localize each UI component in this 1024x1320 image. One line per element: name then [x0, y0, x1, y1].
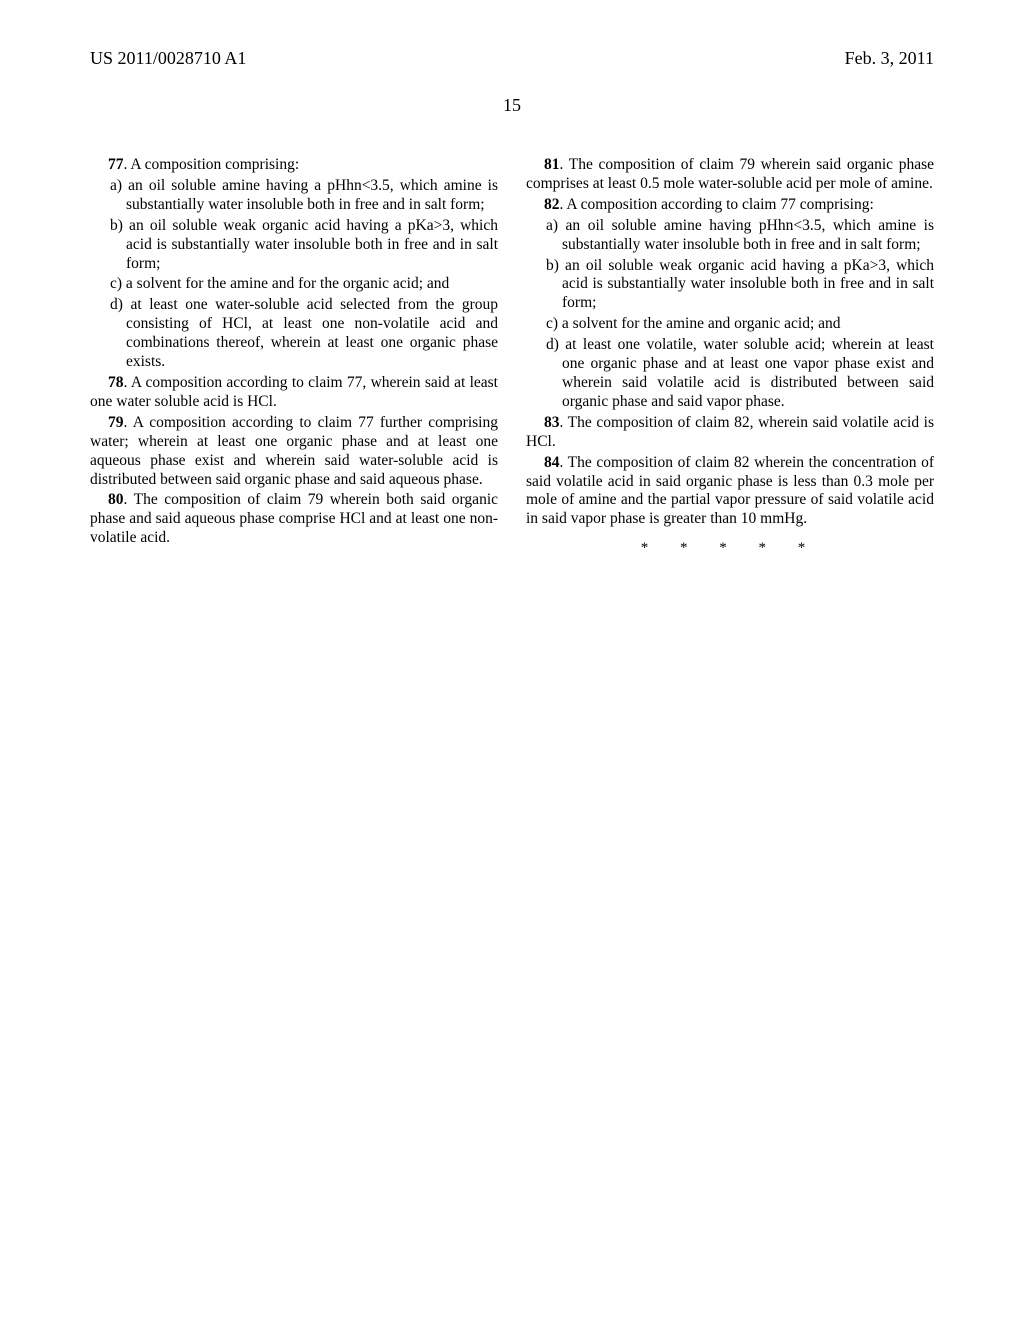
claim-77-c: c) a solvent for the amine and for the o…	[90, 275, 498, 294]
left-column: 77. A composition comprising: a) an oil …	[90, 156, 498, 558]
claim-number: 77	[108, 156, 124, 173]
claim-number: 80	[108, 491, 124, 508]
claim-82: 82. A composition according to claim 77 …	[526, 196, 934, 215]
claim-77: 77. A composition comprising:	[90, 156, 498, 175]
claim-78: 78. A composition according to claim 77,…	[90, 374, 498, 412]
claim-77-b: b) an oil soluble weak organic acid havi…	[90, 217, 498, 274]
claim-text: . The composition of claim 79 wherein bo…	[90, 491, 498, 546]
claim-text: . The composition of claim 82, wherein s…	[526, 414, 934, 450]
claim-text: . The composition of claim 79 wherein sa…	[526, 156, 934, 192]
claim-text: . A composition according to claim 77 co…	[560, 196, 874, 213]
claim-number: 82	[544, 196, 560, 213]
claim-82-c: c) a solvent for the amine and organic a…	[526, 315, 934, 334]
page-number: 15	[90, 95, 934, 116]
claim-83: 83. The composition of claim 82, wherein…	[526, 414, 934, 452]
claim-text: . A composition according to claim 77 fu…	[90, 414, 498, 488]
claim-77-d: d) at least one water-soluble acid selec…	[90, 296, 498, 372]
claim-number: 81	[544, 156, 560, 173]
publication-date: Feb. 3, 2011	[845, 48, 934, 69]
claim-79: 79. A composition according to claim 77 …	[90, 414, 498, 490]
claim-80: 80. The composition of claim 79 wherein …	[90, 491, 498, 548]
claim-text: . A composition comprising:	[124, 156, 300, 173]
claim-82-b: b) an oil soluble weak organic acid havi…	[526, 257, 934, 314]
publication-number: US 2011/0028710 A1	[90, 48, 246, 69]
claim-text: . A composition according to claim 77, w…	[90, 374, 498, 410]
claim-82-d: d) at least one volatile, water soluble …	[526, 336, 934, 412]
claim-text: . The composition of claim 82 wherein th…	[526, 454, 934, 528]
page-header: US 2011/0028710 A1 Feb. 3, 2011	[90, 48, 934, 69]
right-column: 81. The composition of claim 79 wherein …	[526, 156, 934, 558]
claim-number: 78	[108, 374, 124, 391]
end-marks: * * * * *	[526, 539, 934, 557]
claim-84: 84. The composition of claim 82 wherein …	[526, 454, 934, 530]
patent-page: US 2011/0028710 A1 Feb. 3, 2011 15 77. A…	[0, 0, 1024, 1320]
claim-number: 84	[544, 454, 560, 471]
claim-82-a: a) an oil soluble amine having pHhn<3.5,…	[526, 217, 934, 255]
claims-columns: 77. A composition comprising: a) an oil …	[90, 156, 934, 558]
claim-77-a: a) an oil soluble amine having a pHhn<3.…	[90, 177, 498, 215]
claim-number: 79	[108, 414, 124, 431]
claim-81: 81. The composition of claim 79 wherein …	[526, 156, 934, 194]
claim-number: 83	[544, 414, 560, 431]
